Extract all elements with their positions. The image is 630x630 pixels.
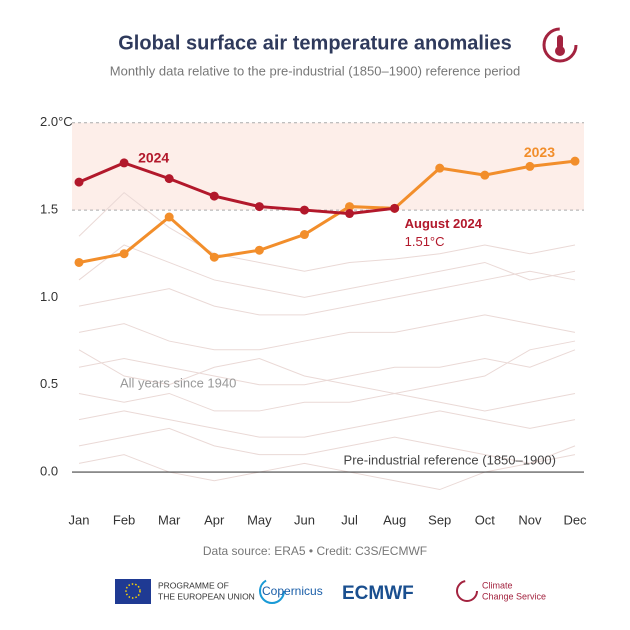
point bbox=[164, 174, 174, 184]
x-tick-label: Nov bbox=[518, 512, 542, 527]
x-tick-label: May bbox=[247, 512, 272, 527]
x-tick-label: Feb bbox=[113, 512, 135, 527]
point bbox=[74, 257, 84, 267]
point bbox=[209, 191, 219, 201]
ecmwf-text: ECMWF bbox=[342, 583, 414, 604]
x-tick-label: Aug bbox=[383, 512, 406, 527]
footer: PROGRAMME OF THE EUROPEAN UNION Copernic… bbox=[115, 578, 546, 604]
eu-flag bbox=[115, 579, 151, 604]
point bbox=[209, 252, 219, 262]
background-year-line bbox=[78, 340, 576, 394]
background-year-line bbox=[78, 410, 576, 438]
point bbox=[345, 209, 355, 219]
x-tick-label: Apr bbox=[204, 512, 225, 527]
point bbox=[254, 202, 264, 212]
c3s-logo-top bbox=[542, 27, 578, 63]
y-tick-label: 0.0 bbox=[40, 464, 58, 479]
c3s-text: Climate bbox=[482, 580, 513, 590]
background-year-line bbox=[78, 314, 576, 351]
x-tick-label: Jun bbox=[294, 512, 315, 527]
point bbox=[345, 202, 355, 212]
copernicus-text: Copernicus bbox=[262, 584, 323, 598]
y-tick-label: 0.5 bbox=[40, 376, 58, 391]
point bbox=[119, 249, 129, 259]
point bbox=[480, 170, 490, 180]
x-tick-label: Jul bbox=[341, 512, 358, 527]
y-tick-label: 1.5 bbox=[40, 202, 58, 217]
point bbox=[299, 205, 309, 215]
background-year-line bbox=[78, 454, 576, 491]
x-tick-label: Mar bbox=[158, 512, 181, 527]
eu-text: PROGRAMME OF bbox=[158, 580, 229, 590]
x-tick-label: Oct bbox=[475, 512, 496, 527]
point bbox=[119, 158, 129, 168]
copernicus-logo bbox=[259, 578, 285, 604]
point bbox=[525, 161, 535, 171]
eu-text: THE EUROPEAN UNION bbox=[158, 591, 255, 601]
series-label: 2024 bbox=[138, 150, 169, 166]
highlight-band bbox=[72, 122, 584, 211]
point bbox=[570, 156, 580, 166]
chart-title: Global surface air temperature anomalies bbox=[118, 32, 512, 54]
y-tick-label: 1.0 bbox=[40, 289, 58, 304]
background-year-line bbox=[78, 270, 576, 316]
c3s-text: Change Service bbox=[482, 591, 546, 601]
x-tick-label: Dec bbox=[563, 512, 587, 527]
point bbox=[435, 163, 445, 173]
background-year-line bbox=[78, 427, 576, 464]
point bbox=[74, 177, 84, 187]
annotation: Pre-industrial reference (1850–1900) bbox=[344, 453, 556, 468]
series-line bbox=[78, 161, 395, 216]
annotation: All years since 1940 bbox=[120, 375, 236, 390]
chart-subtitle: Monthly data relative to the pre-industr… bbox=[110, 63, 520, 78]
c3s-logo bbox=[456, 580, 478, 602]
annotation: August 2024 bbox=[405, 216, 483, 231]
x-tick-label: Sep bbox=[428, 512, 451, 527]
annotation: 1.51°C bbox=[405, 234, 445, 249]
x-tick-label: Jan bbox=[69, 512, 90, 527]
background-year-line bbox=[78, 244, 576, 298]
point bbox=[299, 230, 309, 240]
point bbox=[390, 203, 400, 213]
point bbox=[164, 212, 174, 222]
series-line bbox=[78, 159, 576, 264]
eu-stars bbox=[125, 583, 141, 599]
series-label: 2023 bbox=[524, 144, 555, 160]
y-tick-label: 2.0°C bbox=[40, 114, 73, 129]
source: Data source: ERA5 • Credit: C3S/ECMWF bbox=[203, 544, 427, 558]
background-year-line bbox=[78, 392, 576, 412]
point bbox=[254, 245, 264, 255]
